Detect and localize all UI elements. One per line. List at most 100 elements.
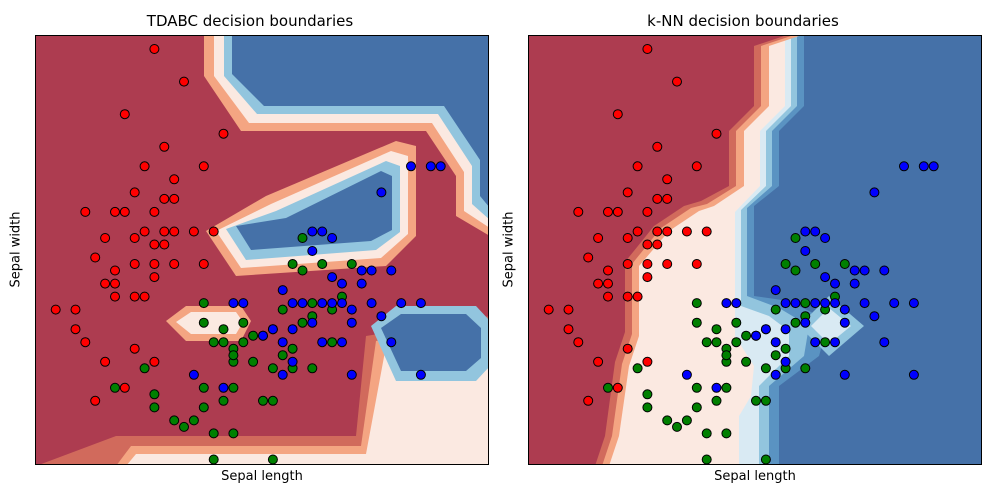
class-0-point [612, 109, 623, 120]
class-2-point [327, 272, 338, 283]
class-2-point [760, 324, 771, 335]
class-0-point [90, 395, 101, 406]
class-2-point [376, 187, 387, 198]
class-0-point [612, 206, 623, 217]
class-1-point [208, 337, 219, 348]
class-0-point [110, 291, 120, 302]
x-axis-label: Sepal length [221, 469, 303, 484]
class-0-point [642, 272, 653, 283]
class-2-point [277, 337, 288, 348]
class-1-point [603, 382, 613, 393]
chart-title: k-NN decision boundaries [647, 12, 839, 30]
class-0-point [159, 141, 170, 152]
class-0-point [563, 324, 574, 335]
class-0-point [188, 226, 199, 237]
class-2-point [770, 337, 781, 348]
class-2-point [376, 311, 387, 322]
class-0-point [129, 291, 140, 302]
class-0-point [603, 291, 613, 302]
class-0-point [50, 304, 61, 315]
class-0-point [622, 291, 633, 302]
plot-area [35, 35, 489, 465]
class-2-point [435, 161, 446, 172]
class-0-point [642, 206, 653, 217]
class-1-point [642, 389, 653, 400]
class-1-point [642, 402, 653, 413]
class-0-point [563, 304, 574, 315]
class-1-point [228, 428, 239, 439]
class-0-point [149, 44, 160, 54]
class-2-point [327, 298, 338, 309]
class-1-point [760, 454, 771, 464]
class-2-point [317, 298, 328, 309]
class-0-point [662, 193, 673, 204]
class-0-point [119, 109, 130, 120]
class-2-point [849, 265, 860, 276]
class-0-point [80, 206, 91, 217]
class-0-point [603, 265, 613, 276]
class-2-point [918, 161, 929, 172]
class-0-point [642, 239, 653, 250]
class-1-point [198, 298, 209, 309]
class-2-point [386, 337, 397, 348]
class-0-point [198, 259, 209, 269]
tdabc-plot-svg [36, 36, 488, 464]
class-1-point [287, 259, 298, 269]
class-2-point [711, 382, 722, 393]
class-0-point [110, 265, 120, 276]
class-2-point [317, 337, 328, 348]
class-2-point [356, 265, 367, 276]
class-1-point [277, 350, 288, 361]
class-2-point [879, 265, 890, 276]
scatter-points [50, 44, 446, 464]
class-1-point [228, 350, 239, 361]
class-1-point [297, 317, 308, 328]
class-1-point [188, 415, 199, 426]
class-1-point [238, 317, 249, 328]
class-1-point [751, 395, 761, 406]
class-1-point [731, 337, 742, 348]
class-1-point [317, 259, 328, 269]
region-blue-top [232, 36, 488, 206]
class-1-point [800, 298, 811, 309]
class-1-point [218, 337, 229, 348]
class-2-point [830, 278, 840, 289]
class-1-point [820, 337, 831, 348]
class-2-point [859, 298, 870, 309]
y-axis-label: Sepal width [501, 211, 517, 288]
class-0-point [149, 356, 160, 367]
class-1-point [297, 233, 308, 243]
class-0-point [159, 226, 170, 237]
class-2-point [928, 161, 939, 172]
class-2-point [830, 337, 840, 348]
class-2-point [337, 337, 347, 348]
class-1-point [839, 259, 850, 269]
class-0-point [622, 187, 633, 198]
class-0-point [622, 259, 633, 269]
class-1-point [267, 454, 278, 464]
class-1-point [691, 382, 702, 393]
class-0-point [603, 206, 613, 217]
class-0-point [632, 226, 643, 237]
class-2-point [908, 369, 919, 380]
class-2-point [800, 246, 811, 256]
class-1-point [307, 298, 318, 309]
class-2-point [839, 317, 850, 328]
class-2-point [218, 382, 229, 393]
class-0-point [159, 239, 170, 250]
class-0-point [642, 356, 653, 367]
class-2-point [908, 298, 919, 309]
class-1-point [760, 395, 771, 406]
class-2-point [396, 298, 407, 309]
class-0-point [100, 356, 111, 367]
class-0-point [593, 278, 604, 289]
class-0-point [149, 206, 160, 217]
class-0-point [129, 187, 140, 198]
class-1-point [711, 337, 722, 348]
class-1-point [701, 428, 712, 439]
class-1-point [780, 259, 791, 269]
class-0-point [642, 44, 653, 54]
class-2-point [238, 298, 249, 309]
x-axis-label: Sepal length [714, 469, 796, 484]
class-1-point [721, 350, 732, 361]
